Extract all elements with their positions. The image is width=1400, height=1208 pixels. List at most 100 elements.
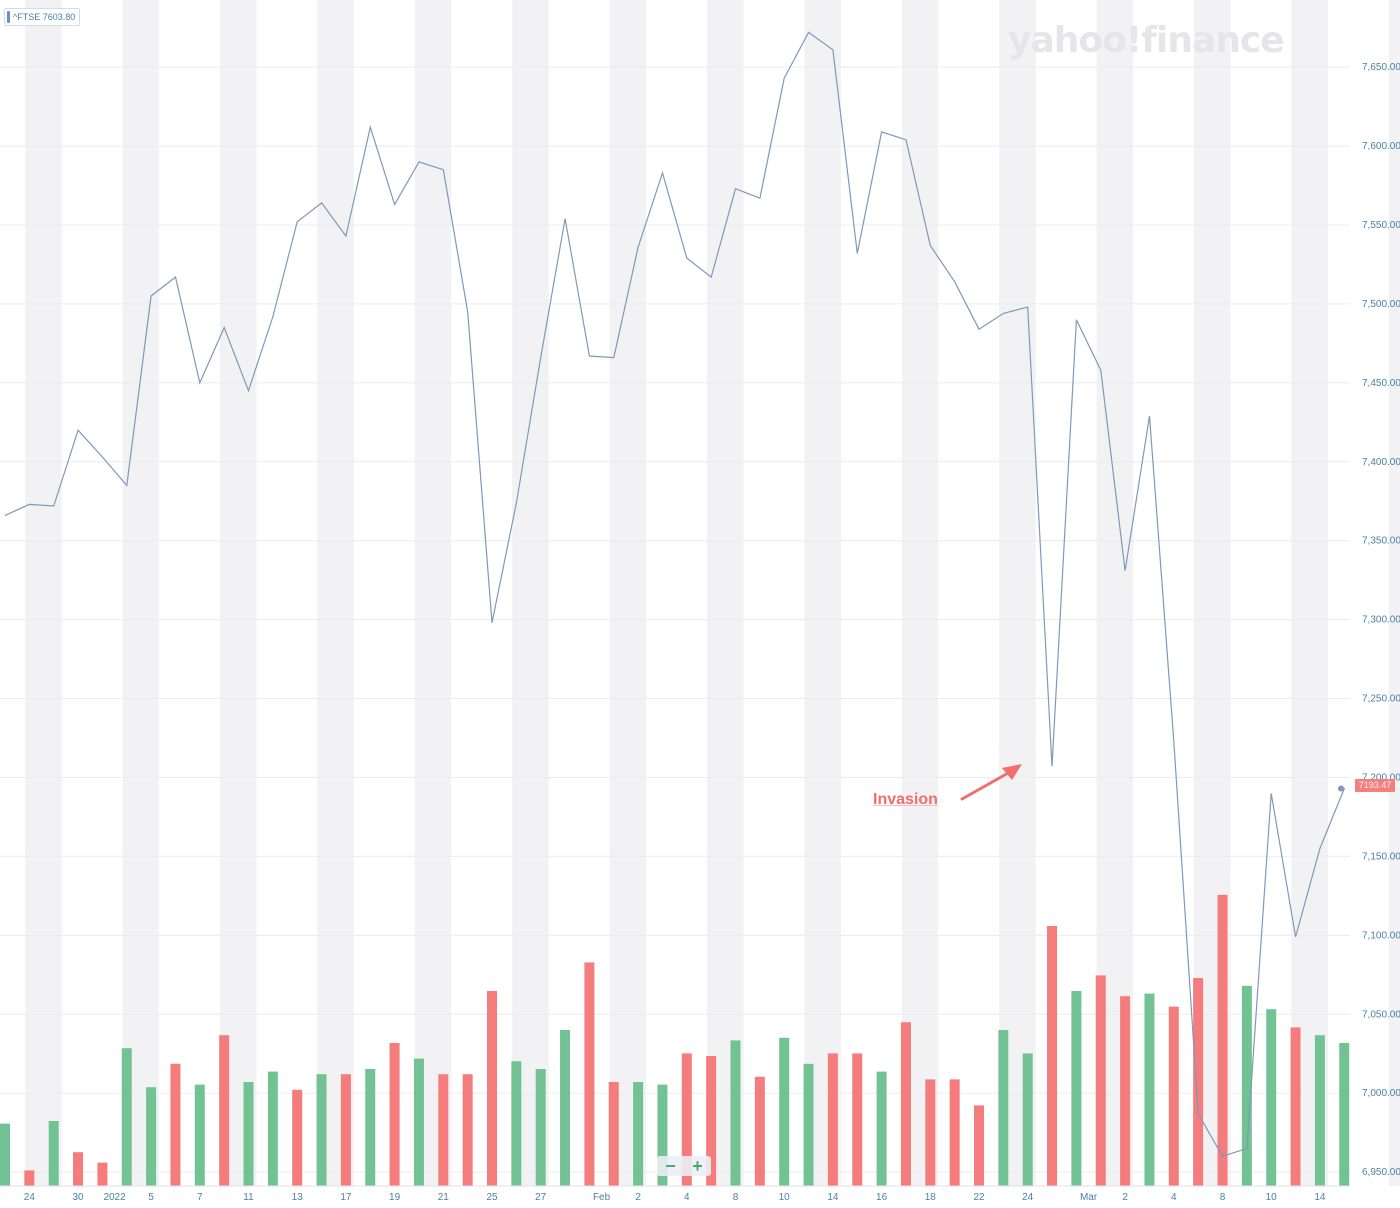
x-tick-label: 17 xyxy=(340,1192,352,1203)
background-band xyxy=(122,0,160,1186)
symbol-chip[interactable]: ^FTSE 7603.80 xyxy=(4,8,81,26)
x-tick-label: 13 xyxy=(292,1192,304,1203)
y-tick-label: 7,000.00 xyxy=(1362,1088,1400,1099)
volume-bar xyxy=(316,1074,327,1186)
x-tick-label: 30 xyxy=(72,1192,84,1203)
background-band xyxy=(317,0,354,1186)
y-tick-label: 7,600.00 xyxy=(1362,141,1400,152)
volume-bar xyxy=(1022,1053,1033,1186)
volume-bar xyxy=(340,1074,351,1186)
volume-bar xyxy=(267,1071,278,1186)
y-tick-label: 7,150.00 xyxy=(1362,851,1400,862)
last-price-label: 7193.47 xyxy=(1355,779,1395,792)
y-tick-label: 6,950.00 xyxy=(1362,1167,1400,1178)
volume-bar xyxy=(706,1056,717,1186)
volume-bar xyxy=(1339,1043,1350,1186)
volume-bars xyxy=(0,894,1350,1186)
zoom-out-button[interactable]: − xyxy=(665,1156,676,1176)
invasion-arrow xyxy=(960,764,1022,801)
volume-bar xyxy=(1047,926,1058,1186)
x-tick-label: 19 xyxy=(389,1192,401,1203)
x-tick-label: 16 xyxy=(876,1192,888,1203)
volume-bar xyxy=(146,1087,157,1186)
background-band xyxy=(414,0,452,1186)
volume-bar xyxy=(1095,975,1106,1186)
volume-bar xyxy=(413,1058,424,1186)
volume-bar xyxy=(0,1123,10,1186)
volume-bar xyxy=(1144,993,1155,1186)
volume-bar xyxy=(1266,1009,1277,1186)
x-tick-label: 2 xyxy=(1122,1192,1128,1203)
x-tick-label: 4 xyxy=(1171,1192,1177,1203)
volume-bar xyxy=(900,1022,911,1186)
y-tick-label: 7,300.00 xyxy=(1362,615,1400,626)
volume-bar xyxy=(560,1030,571,1186)
y-tick-label: 7,450.00 xyxy=(1362,378,1400,389)
price-line xyxy=(4,31,1346,1158)
background-band xyxy=(1291,0,1328,1186)
x-tick-label: 10 xyxy=(1266,1192,1278,1203)
y-tick-label: 7,050.00 xyxy=(1362,1009,1400,1020)
y-axis: 6,950.00 7,000.00 7,050.00 7,100.00 7,150.00… xyxy=(1362,62,1400,1178)
zoom-in-button[interactable]: + xyxy=(692,1156,703,1176)
volume-bar xyxy=(462,1074,473,1186)
zoom-control: − + xyxy=(657,1156,711,1176)
volume-bar xyxy=(998,1030,1009,1186)
volume-bar xyxy=(730,1040,741,1186)
y-tick-label: 7,350.00 xyxy=(1362,536,1400,547)
volume-bar xyxy=(633,1082,644,1186)
x-tick-label: 10 xyxy=(779,1192,791,1203)
x-tick-label: 5 xyxy=(148,1192,154,1203)
volume-bar xyxy=(657,1084,668,1186)
volume-bar xyxy=(487,991,497,1186)
background-band xyxy=(609,0,647,1186)
volume-bar xyxy=(1168,1006,1179,1186)
volume-bar xyxy=(925,1079,936,1186)
volume-bar xyxy=(389,1043,400,1186)
volume-bar xyxy=(1071,991,1082,1186)
x-axis: 24 30 2022 5 7 11 13 17 19 21 25 27 Feb 2 4 8 10 14 16 18 22… xyxy=(0,1185,1350,1203)
y-tick-label: 7,650.00 xyxy=(1362,62,1400,73)
volume-bar xyxy=(292,1089,303,1186)
x-tick-label: Feb xyxy=(593,1192,611,1203)
y-tick-label: 7,200.00 xyxy=(1362,772,1400,783)
background-band xyxy=(804,0,841,1186)
x-tick-label: 4 xyxy=(684,1192,690,1203)
volume-bar xyxy=(438,1074,449,1186)
y-tick-label: 7,550.00 xyxy=(1362,220,1400,231)
volume-bar xyxy=(219,1035,230,1186)
arrow-shaft xyxy=(960,770,1012,801)
background-band xyxy=(999,0,1036,1186)
last-price-point xyxy=(1338,785,1344,792)
x-tick-label: 27 xyxy=(535,1192,547,1203)
x-tick-label: 7 xyxy=(197,1192,203,1203)
volume-bar xyxy=(170,1063,181,1186)
background-band xyxy=(706,0,744,1186)
volume-bar xyxy=(827,1053,838,1186)
background-band xyxy=(219,0,257,1186)
x-tick-label: 18 xyxy=(925,1192,937,1203)
volume-bar xyxy=(949,1079,960,1186)
y-tick-label: 7,100.00 xyxy=(1362,930,1400,941)
volume-bar xyxy=(876,1071,887,1186)
background-band xyxy=(901,0,939,1186)
volume-bar xyxy=(852,1053,863,1186)
volume-bar xyxy=(1193,978,1204,1186)
x-tick-label: 11 xyxy=(243,1192,254,1203)
volume-bar xyxy=(1290,1027,1301,1186)
volume-bar xyxy=(535,1069,546,1186)
yahoo-finance-logo: yahoo!finance xyxy=(1008,20,1285,61)
volume-bar xyxy=(511,1061,522,1186)
y-tick-label: 7,500.00 xyxy=(1362,299,1400,310)
volume-bar xyxy=(194,1084,205,1186)
background-band xyxy=(25,0,62,1186)
volume-bar xyxy=(73,1152,84,1186)
volume-bar xyxy=(608,1082,619,1186)
volume-bar xyxy=(1217,894,1228,1186)
x-tick-label: 2 xyxy=(635,1192,641,1203)
volume-bar xyxy=(754,1076,765,1186)
x-tick-label: Mar xyxy=(1080,1192,1098,1203)
volume-bar xyxy=(1241,985,1252,1186)
volume-bar xyxy=(243,1082,254,1186)
x-tick-label: 14 xyxy=(827,1192,839,1203)
